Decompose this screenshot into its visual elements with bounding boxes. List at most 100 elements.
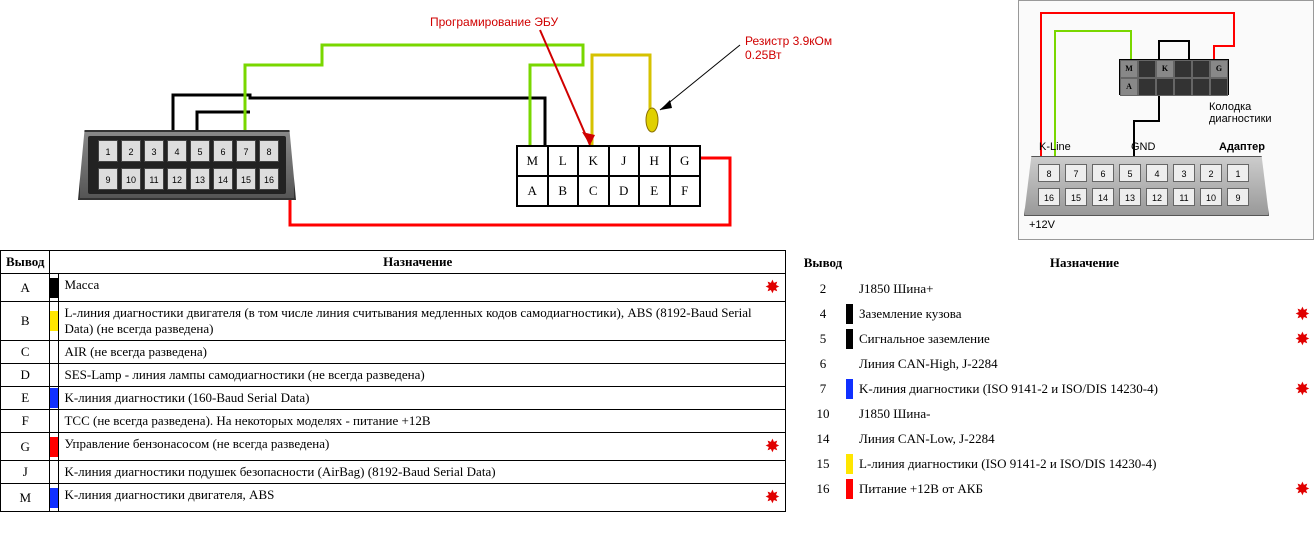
- table-cell-colorbar: [50, 484, 59, 512]
- table-cell-colorbar: [50, 364, 59, 387]
- table-cell-colorbar: [50, 302, 59, 341]
- star-icon: ✸: [765, 487, 780, 508]
- table-cell-desc: K-линия диагностики (ISO 9141-2 и ISO/DI…: [859, 381, 1287, 397]
- label-12v: +12V: [1029, 219, 1055, 231]
- star-icon: ✸: [1295, 479, 1310, 500]
- table-right-header-desc: Назначение: [859, 255, 1310, 271]
- table-cell-desc: AIR (не всегда разведена): [59, 341, 786, 364]
- table-cell-desc: Сигнальное заземление: [859, 331, 1287, 347]
- table-cell-pin: G: [1, 433, 50, 461]
- table-cell-colorbar: [846, 304, 853, 324]
- table-right-header-pin: Вывод: [800, 255, 846, 271]
- table-cell-colorbar: [846, 454, 853, 474]
- connector-12pin: M L K J H G A B C D E F: [516, 145, 701, 207]
- table-cell-colorbar: [50, 341, 59, 364]
- side-connector-12pin: M K G A: [1119, 59, 1229, 95]
- table-cell-desc: K-линия диагностики двигателя, ABS✸: [59, 484, 786, 512]
- table-row: 5Сигнальное заземление✸: [800, 327, 1310, 351]
- table-row: F TCC (не всегда разведена). На некоторых…: [1, 410, 786, 433]
- table-cell-desc: L-линия диагностики (ISO 9141-2 и ISO/DI…: [859, 456, 1310, 472]
- table-cell-desc: TCC (не всегда разведена). На некоторых …: [59, 410, 786, 433]
- label-programming: Програмирование ЭБУ: [430, 15, 558, 29]
- obd-pin-1: 1: [98, 140, 118, 162]
- conn-J: J: [609, 146, 640, 176]
- table-cell-pin: 10: [800, 406, 846, 422]
- table-cell-desc: Управление бензонасосом (не всегда разве…: [59, 433, 786, 461]
- conn-K: K: [578, 146, 609, 176]
- conn-D: D: [609, 176, 640, 206]
- conn-M: M: [517, 146, 548, 176]
- obd-row-bot: 9 10 11 12 13 14 15 16: [98, 168, 279, 190]
- conn-B: B: [548, 176, 579, 206]
- conn-L: L: [548, 146, 579, 176]
- conn-E: E: [639, 176, 670, 206]
- star-icon: ✸: [765, 436, 780, 457]
- table-cell-pin: 6: [800, 356, 846, 372]
- table-row: 15 L-линия диагностики (ISO 9141-2 и ISO/…: [800, 452, 1310, 476]
- obd-row-top: 1 2 3 4 5 6 7 8: [98, 140, 279, 162]
- table-cell-desc: L-линия диагностики двигателя (в том чис…: [59, 302, 786, 341]
- star-icon: ✸: [1295, 304, 1310, 325]
- table-cell-pin: C: [1, 341, 50, 364]
- table-cell-desc: J1850 Шина+: [859, 281, 1310, 297]
- table-cell-desc: K-линия диагностики (160-Baud Serial Dat…: [59, 387, 786, 410]
- table-cell-desc: Линия CAN-Low, J-2284: [859, 431, 1310, 447]
- obd-pin-16: 16: [259, 168, 279, 190]
- label-kline: K-Line: [1039, 141, 1071, 153]
- table-cell-colorbar: [846, 404, 853, 424]
- side-conn-G: G: [1210, 60, 1228, 78]
- label-resistor: Резистр 3.9кОм 0.25Вт: [745, 34, 870, 62]
- side-conn-A: A: [1120, 78, 1138, 96]
- label-kolodka: Колодка диагностики: [1209, 101, 1313, 125]
- side-obd-connector: 8 7 6 5 4 3 2 1 16 15 14 13 12 11 10 9: [1024, 156, 1269, 216]
- obd-pin-9: 9: [98, 168, 118, 190]
- table-cell-pin: 2: [800, 281, 846, 297]
- obd-pin-6: 6: [213, 140, 233, 162]
- conn-H: H: [639, 146, 670, 176]
- table-cell-pin: F: [1, 410, 50, 433]
- obd-pin-14: 14: [213, 168, 233, 190]
- table-row: DSES-Lamp - линия лампы самодиагностики …: [1, 364, 786, 387]
- table-row: 16Питание +12B от АКБ✸: [800, 477, 1310, 501]
- pinout-table-left: Вывод Назначение AМасса✸BL-линия диагнос…: [0, 250, 786, 512]
- table-cell-colorbar: [846, 429, 853, 449]
- table-left-header-pin: Вывод: [1, 251, 50, 274]
- table-cell-pin: D: [1, 364, 50, 387]
- table-cell-pin: M: [1, 484, 50, 512]
- table-row: 6 Линия CAN-High, J-2284: [800, 352, 1310, 376]
- table-cell-pin: 14: [800, 431, 846, 447]
- obd-connector: 1 2 3 4 5 6 7 8 9 10 11 12 13 14 15 16: [78, 130, 296, 200]
- table-cell-pin: 4: [800, 306, 846, 322]
- table-row: 14 Линия CAN-Low, J-2284: [800, 427, 1310, 451]
- table-cell-pin: A: [1, 274, 50, 302]
- table-cell-pin: 15: [800, 456, 846, 472]
- table-cell-desc: Линия CAN-High, J-2284: [859, 356, 1310, 372]
- table-cell-pin: 16: [800, 481, 846, 497]
- table-cell-pin: 7: [800, 381, 846, 397]
- table-row: A Масса✸: [1, 274, 786, 302]
- table-row: M K-линия диагностики двигателя, ABS✸: [1, 484, 786, 512]
- label-gnd: GND: [1131, 141, 1155, 153]
- table-cell-colorbar: [846, 379, 853, 399]
- table-cell-pin: 5: [800, 331, 846, 347]
- obd-pin-4: 4: [167, 140, 187, 162]
- table-cell-colorbar: [50, 274, 59, 302]
- obd-pin-13: 13: [190, 168, 210, 190]
- obd-pin-2: 2: [121, 140, 141, 162]
- table-cell-desc: Масса✸: [59, 274, 786, 302]
- pinout-table-right: Вывод Назначение 2J1850 Шина+4Заземление…: [800, 255, 1310, 502]
- table-cell-colorbar: [846, 279, 853, 299]
- table-cell-desc: K-линия диагностики подушек безопасности…: [59, 461, 786, 484]
- table-row: 2 J1850 Шина+: [800, 277, 1310, 301]
- table-row: E K-линия диагностики (160-Baud Serial Da…: [1, 387, 786, 410]
- side-wiring-diagram: M K G A Колодка диагностики K-Line GND А…: [1018, 0, 1314, 240]
- table-row: G Управление бензонасосом (не всегда разв…: [1, 433, 786, 461]
- table-cell-colorbar: [50, 387, 59, 410]
- side-conn-M: M: [1120, 60, 1138, 78]
- table-row: 7 K-линия диагностики (ISO 9141-2 и ISO/D…: [800, 377, 1310, 401]
- table-cell-pin: E: [1, 387, 50, 410]
- table-row: JK-линия диагностики подушек безопасност…: [1, 461, 786, 484]
- obd-pin-5: 5: [190, 140, 210, 162]
- obd-pin-7: 7: [236, 140, 256, 162]
- conn-F: F: [670, 176, 701, 206]
